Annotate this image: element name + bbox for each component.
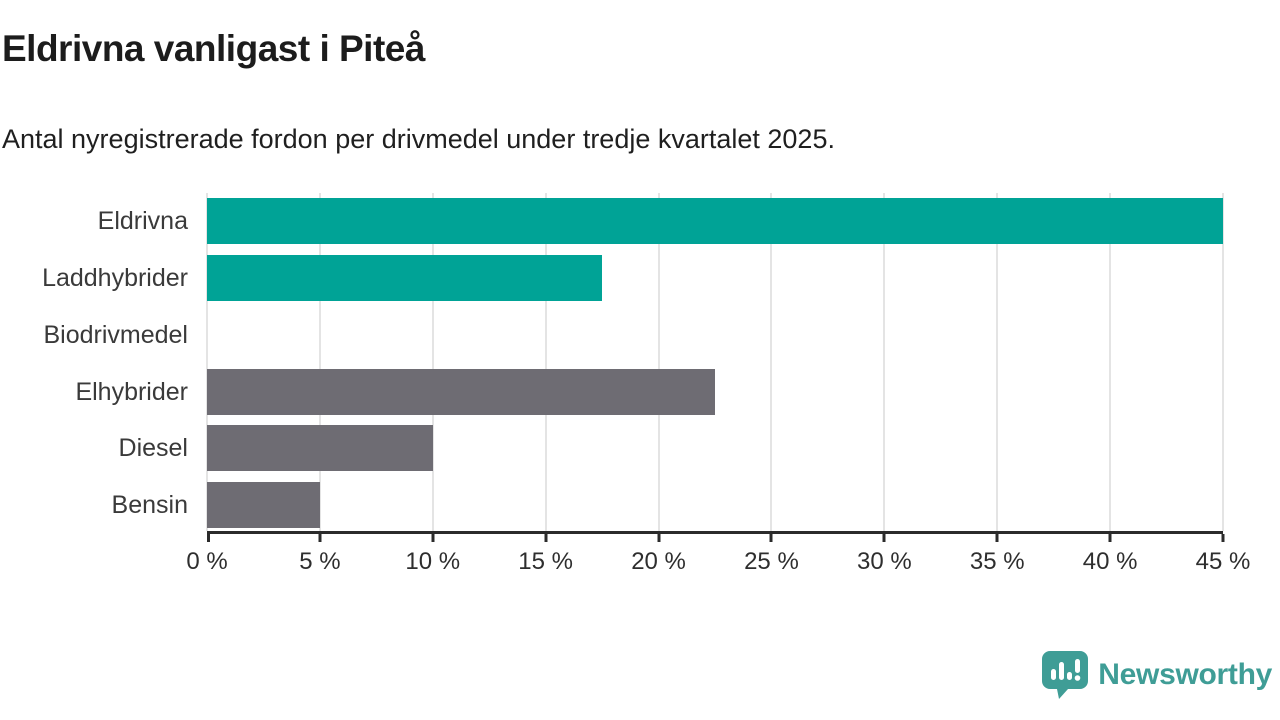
category-label-bensin: Bensin (111, 491, 188, 520)
bar-bensin (207, 482, 320, 529)
x-tick-label-20: 20 % (631, 548, 686, 575)
bar-eldrivna (207, 198, 1223, 244)
x-axis-tick-20 (657, 534, 661, 542)
x-axis-tick-40 (1108, 534, 1112, 542)
x-tick-label-10: 10 % (405, 548, 461, 575)
x-axis-tick-25 (769, 534, 773, 542)
x-tick-label-25: 25 % (744, 548, 799, 575)
x-tick-label-5: 5 % (299, 548, 341, 575)
bar-elhybrider (207, 368, 715, 415)
category-label-biodrivmedel: Biodrivmedel (43, 320, 188, 349)
gridline-40 (1109, 193, 1112, 531)
newsworthy-logo-text: Newsworthy (1098, 658, 1272, 691)
gridline-30 (883, 193, 886, 531)
gridline-10 (431, 193, 434, 531)
x-tick-label-40: 40 % (1082, 548, 1138, 575)
plot-area (206, 193, 1225, 542)
x-axis-tick-10 (431, 534, 435, 542)
x-tick-label-35: 35 % (969, 548, 1025, 575)
category-label-elhybrider: Elhybrider (75, 377, 188, 406)
x-tick-label-15: 15 % (518, 548, 574, 575)
x-axis-tick-35 (995, 534, 999, 542)
x-axis-tick-5 (318, 534, 322, 542)
gridline-5 (318, 193, 321, 531)
gridline-25 (770, 193, 773, 531)
gridline-0 (206, 193, 208, 531)
bar-diesel (207, 425, 433, 472)
newsworthy-bar-chart-bubble-icon (1041, 650, 1089, 700)
gridline-15 (544, 193, 547, 531)
category-label-diesel: Diesel (118, 434, 188, 463)
x-tick-label-0: 0 % (186, 548, 228, 575)
bar-row-biodrivmedel (207, 307, 1223, 364)
x-axis-tick-labels: 0 % 5 % 10 % 15 % 20 % 25 % 30 % 35 % 40 % 45 % (186, 548, 1250, 580)
category-label-laddhybrider: Laddhybrider (42, 263, 188, 292)
newsworthy-logo: Newsworthy (1041, 650, 1272, 700)
gridline-35 (996, 193, 999, 531)
bar-row-diesel (207, 420, 1223, 477)
x-tick-label-30: 30 % (856, 548, 912, 575)
x-axis-tick-0 (207, 534, 210, 542)
bar-row-laddhybrider (207, 250, 1223, 307)
bar-laddhybrider (207, 254, 603, 301)
chart-subtitle: Antal nyregistrerade fordon per drivmede… (2, 124, 835, 154)
bar-row-eldrivna (207, 193, 1223, 250)
x-axis-tick-45 (1221, 534, 1225, 542)
bar-row-elhybrider (207, 364, 1223, 421)
gridline-45 (1222, 193, 1224, 531)
category-label-eldrivna: Eldrivna (97, 207, 188, 235)
y-axis-category-labels: Eldrivna Laddhybrider Biodrivmedel Elhybrid… (0, 193, 188, 534)
x-tick-label-45: 45 % (1195, 548, 1251, 575)
x-axis-tick-15 (544, 534, 548, 542)
bar-row-bensin (207, 477, 1223, 534)
gridline-20 (657, 193, 660, 531)
x-axis-tick-30 (882, 534, 886, 542)
chart-title: Eldrivna vanligast i Piteå (2, 28, 425, 69)
